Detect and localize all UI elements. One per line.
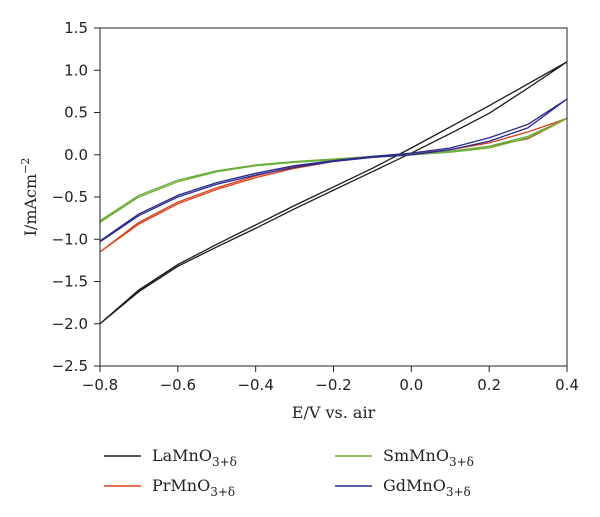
x-axis-title: E/V vs. air: [292, 403, 376, 422]
y-tick-label: −0.5: [52, 188, 88, 206]
legend-label: SmMnO3+δ: [383, 446, 474, 469]
y-tick-label: 1.0: [64, 61, 88, 79]
y-axis-title-superscript: −2: [19, 158, 32, 174]
legend-label: GdMnO3+δ: [383, 476, 471, 499]
legend-label: LaMnO3+δ: [152, 446, 237, 469]
series-line-0: [99, 61, 568, 325]
y-tick-label: 0.0: [64, 146, 88, 164]
plot-series: [99, 61, 568, 325]
y-axis-title-main: I/mAcm: [21, 174, 40, 237]
y-tick-label: −2.0: [52, 315, 88, 333]
x-tick-label: 0.0: [399, 376, 423, 394]
plot-frame: [99, 27, 568, 367]
series-line-3: [99, 98, 568, 243]
x-tick-label: −0.2: [315, 376, 351, 394]
legend: LaMnO3+δ PrMnO3+δ SmMnO3+δ GdMnO3+δ: [104, 446, 474, 499]
y-axis-ticks: −2.5 −2.0 −1.5 −1.0 −0.5 0.0 0.5 1.0 1.5: [52, 19, 100, 375]
x-tick-label: −0.8: [82, 376, 118, 394]
x-tick-label: −0.4: [237, 376, 273, 394]
y-tick-label: 0.5: [64, 104, 88, 122]
legend-label: PrMnO3+δ: [152, 476, 235, 499]
x-axis-ticks: −0.8 −0.6 −0.4 −0.2 0.0 0.2 0.4: [82, 366, 579, 394]
y-axis-title: I/mAcm−2: [19, 158, 40, 237]
y-tick-label: −2.5: [52, 357, 88, 375]
x-tick-label: 0.2: [477, 376, 501, 394]
y-tick-label: −1.5: [52, 273, 88, 291]
x-tick-label: −0.6: [160, 376, 196, 394]
y-tick-label: −1.0: [52, 230, 88, 248]
x-tick-label: 0.4: [555, 376, 579, 394]
y-tick-label: 1.5: [64, 19, 88, 37]
